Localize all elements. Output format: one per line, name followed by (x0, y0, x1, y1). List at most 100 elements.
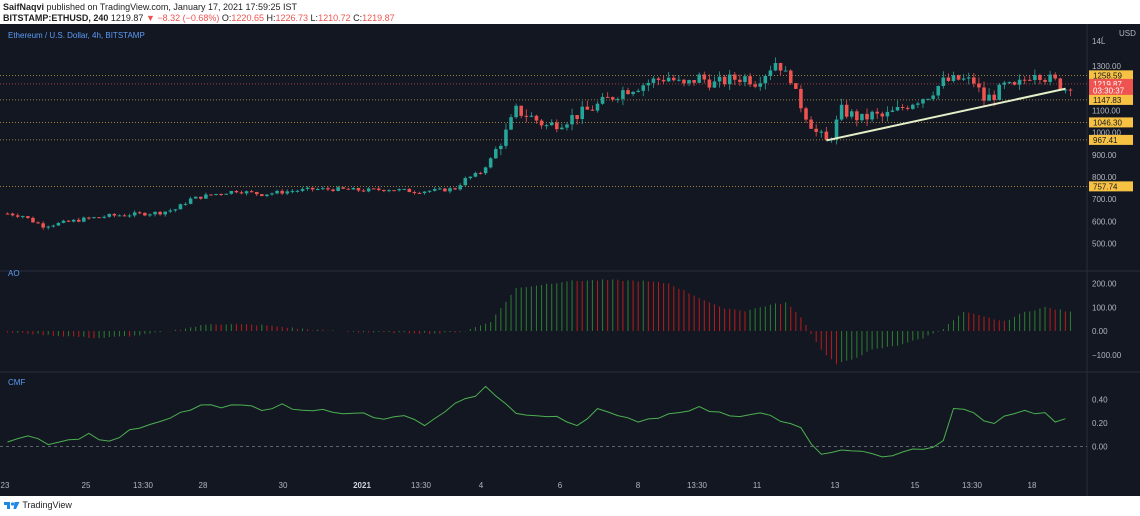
candle-body (61, 220, 66, 223)
candle-body (153, 211, 157, 215)
candle-body (193, 196, 198, 199)
candle-body (600, 96, 605, 104)
footer: TradingView (4, 500, 72, 510)
publisher-name[interactable]: SaifNaqvi (3, 2, 45, 12)
candle-body (71, 219, 76, 222)
level-label-text: 967.41 (1093, 136, 1118, 145)
candle-body (143, 212, 147, 216)
candle-body (966, 77, 971, 79)
candle-body (682, 79, 686, 84)
candle-body (1048, 74, 1052, 82)
candle-body (499, 145, 503, 150)
time-tick: 13:30 (133, 481, 154, 490)
candle-body (621, 90, 625, 99)
candle-body (15, 215, 20, 217)
level-label-text: 1219.87 (1093, 80, 1122, 89)
candle-body (249, 191, 254, 193)
chart-area[interactable]: 1300.00 1100.00 1000.00 900.00 800.00 700.00 6… (0, 24, 1140, 496)
candle-body (87, 217, 91, 219)
candle-body (1007, 82, 1012, 84)
ao-pane-title: AO (8, 269, 20, 278)
candle-body (493, 149, 498, 159)
candle-body (92, 217, 96, 219)
ohlc-close-label: C: (353, 13, 363, 23)
candle-body (987, 94, 991, 101)
candle-body (656, 78, 661, 80)
candle-body (300, 188, 305, 191)
last-price: 1219.87 (110, 13, 144, 23)
candle-body (692, 80, 696, 83)
candle-body (534, 115, 539, 121)
candle-body (799, 88, 803, 109)
time-tick: 13:30 (687, 481, 708, 490)
candle-body (712, 81, 717, 88)
candle-body (244, 191, 249, 194)
candle-body (671, 77, 676, 81)
candle-body (361, 190, 366, 192)
candle-body (890, 110, 895, 112)
candle-body (560, 127, 564, 130)
time-tick: 11 (753, 481, 762, 490)
candle-body (860, 113, 864, 121)
candle-body (1022, 79, 1027, 81)
candle-body (270, 193, 274, 195)
trendline-group[interactable] (826, 87, 1066, 142)
candle-body (275, 190, 279, 194)
candle-body (204, 194, 208, 199)
candle-body (844, 104, 849, 117)
level-label-text: 757.74 (1093, 182, 1118, 191)
candle-body (743, 76, 747, 83)
candle-body (26, 216, 30, 218)
candle-body (219, 193, 223, 195)
candle-body (849, 111, 854, 117)
level-label-box (1089, 134, 1133, 145)
candle-body (661, 79, 666, 82)
candle-body (951, 75, 956, 81)
candle-body (916, 103, 920, 105)
candle-body (1058, 78, 1063, 90)
candle-body (285, 191, 290, 194)
trendline[interactable] (826, 87, 1066, 142)
candle-body (610, 97, 615, 100)
candle-body (158, 211, 162, 215)
price-axis[interactable]: 1300.00 1100.00 1000.00 900.00 800.00 700.00 6… (1089, 62, 1133, 451)
time-tick: 2021 (353, 481, 371, 490)
time-tick: 8 (636, 481, 641, 490)
candle-body (122, 215, 127, 217)
candle-body (265, 194, 269, 196)
ao-tick: 0.00 (1092, 327, 1108, 336)
candle-body (432, 188, 437, 191)
level-label-box (1089, 78, 1133, 89)
footer-brand[interactable]: TradingView (22, 500, 72, 510)
candle-body (646, 82, 651, 86)
candle-body (870, 111, 874, 120)
candle-body (336, 187, 340, 191)
candle-body (239, 192, 244, 194)
candle-body (97, 217, 101, 219)
candle-body (397, 189, 401, 191)
ohlc-high-value: 1226.73 (275, 13, 309, 23)
candle-body (468, 176, 473, 179)
candle-body (839, 104, 844, 120)
candle-body (234, 191, 239, 193)
candle-body (1002, 82, 1007, 85)
candle-body (56, 222, 61, 226)
candle-body (183, 203, 188, 205)
level-label-box (1089, 117, 1133, 128)
cmf-tick: 0.40 (1092, 395, 1108, 404)
candle-body (855, 111, 859, 121)
chart-svg[interactable]: 1300.00 1100.00 1000.00 900.00 800.00 700.00 6… (0, 24, 1140, 496)
candle-body (351, 188, 356, 190)
candle-body (641, 85, 646, 91)
time-axis[interactable]: 23 25 13:30 28 30 2021 13:30 4 6 8 13:30 11 13 15 13:3… (1, 481, 1037, 490)
time-tick: 13:30 (411, 481, 432, 490)
candle-body (356, 188, 361, 191)
candle-body (773, 62, 778, 71)
candle-body (651, 78, 656, 83)
candle-body (280, 190, 284, 194)
candle-body (666, 77, 671, 82)
candle-body (66, 220, 71, 222)
time-tick: 13 (831, 481, 840, 490)
candle-body (804, 108, 808, 120)
time-tick: 23 (1, 481, 10, 490)
